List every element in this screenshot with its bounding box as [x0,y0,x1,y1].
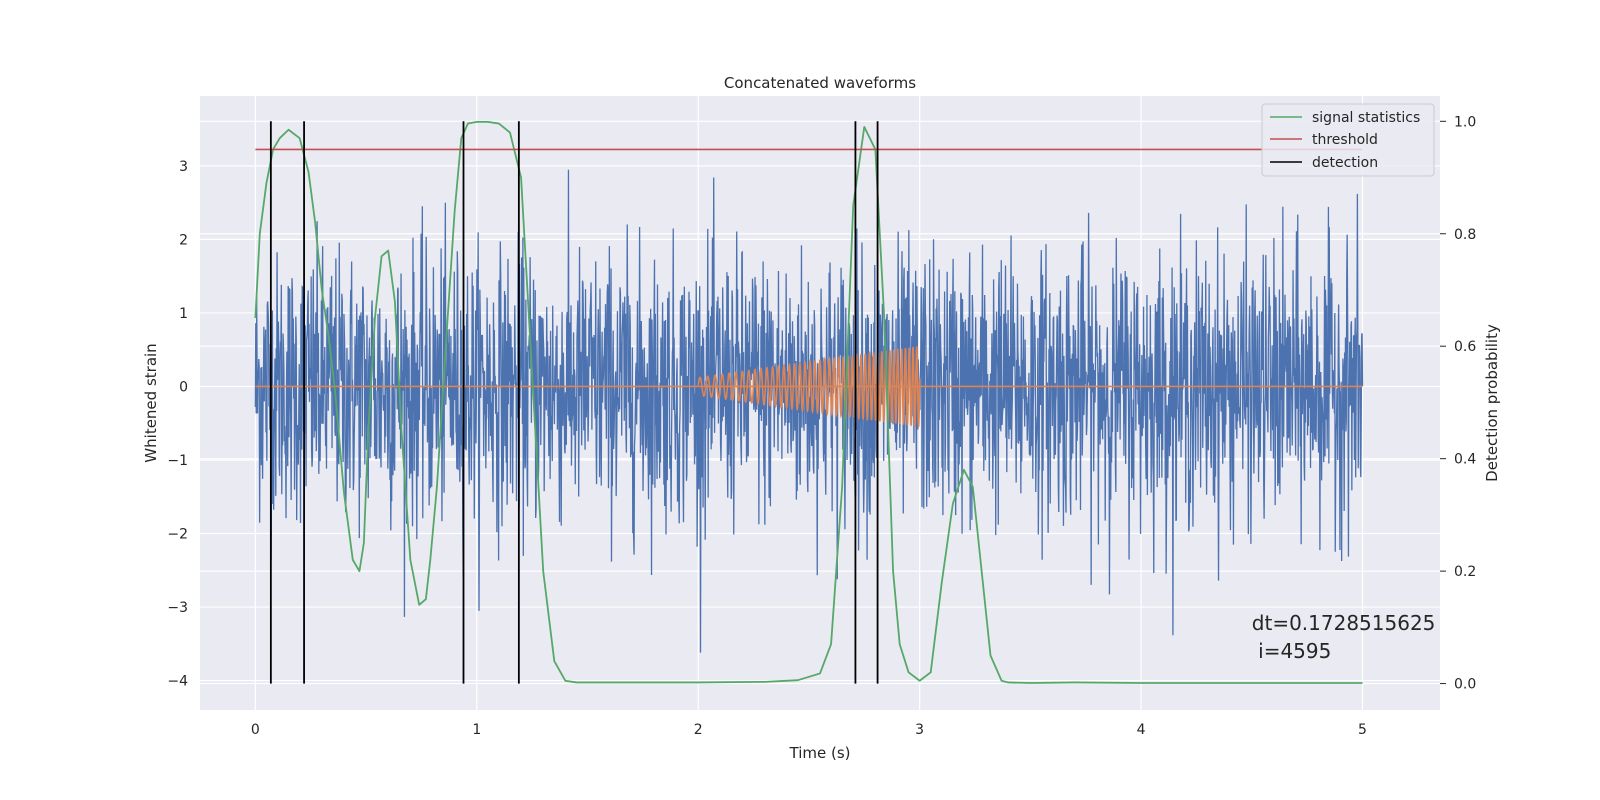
y-tick-label: −1 [167,453,188,469]
y-tick-label: 2 [179,232,188,248]
y-axis-label: Whitened strain [142,343,160,462]
y-axis-ticks: −4 −3 −2 −1 0 1 2 3 [167,159,188,690]
legend-label-signal-statistics: signal statistics [1312,110,1420,126]
y2-axis-label: Detection probability [1483,324,1501,482]
y2-tick-label: 0.0 [1454,677,1476,693]
signal-statistics-line [254,120,1363,684]
x-axis-label: Time (s) [789,744,851,762]
y-tick-label: −2 [167,527,188,543]
waveform-series [255,346,1363,429]
x-tick-label: 2 [694,722,703,738]
y2-tick-label: 0.2 [1454,564,1476,580]
detection-lines [269,121,879,684]
y2-tick-label: 0.6 [1454,339,1476,355]
y2-axis-ticks: 0.0 0.2 0.4 0.6 0.8 1.0 [1440,114,1476,693]
y-tick-label: −3 [167,600,188,616]
legend-label-threshold: threshold [1312,132,1378,148]
y-tick-label: 3 [179,159,188,175]
x-tick-label: 0 [251,722,260,738]
y-tick-label: 1 [179,306,188,322]
y2-tick-label: 1.0 [1454,114,1476,130]
y-tick-label: 0 [179,379,188,395]
legend: signal statistics threshold detection [1261,103,1435,177]
annotation-index: i=4595 [1252,639,1332,663]
chart-title: Concatenated waveforms [724,74,916,92]
y-tick-label: −4 [167,674,188,690]
x-axis-ticks: 0 1 2 3 4 5 [251,722,1367,738]
x-tick-label: 3 [915,722,924,738]
annotation-dt: dt=0.1728515625 [1252,611,1436,635]
x-tick-label: 1 [472,722,481,738]
legend-box [1261,103,1435,177]
y2-tick-label: 0.8 [1454,227,1476,243]
x-tick-label: 5 [1358,722,1367,738]
legend-label-detection: detection [1312,155,1378,171]
y2-tick-label: 0.4 [1454,452,1476,468]
waveform-chirp [697,346,921,429]
x-tick-label: 4 [1137,722,1146,738]
signal-statistics-series [254,120,1363,684]
